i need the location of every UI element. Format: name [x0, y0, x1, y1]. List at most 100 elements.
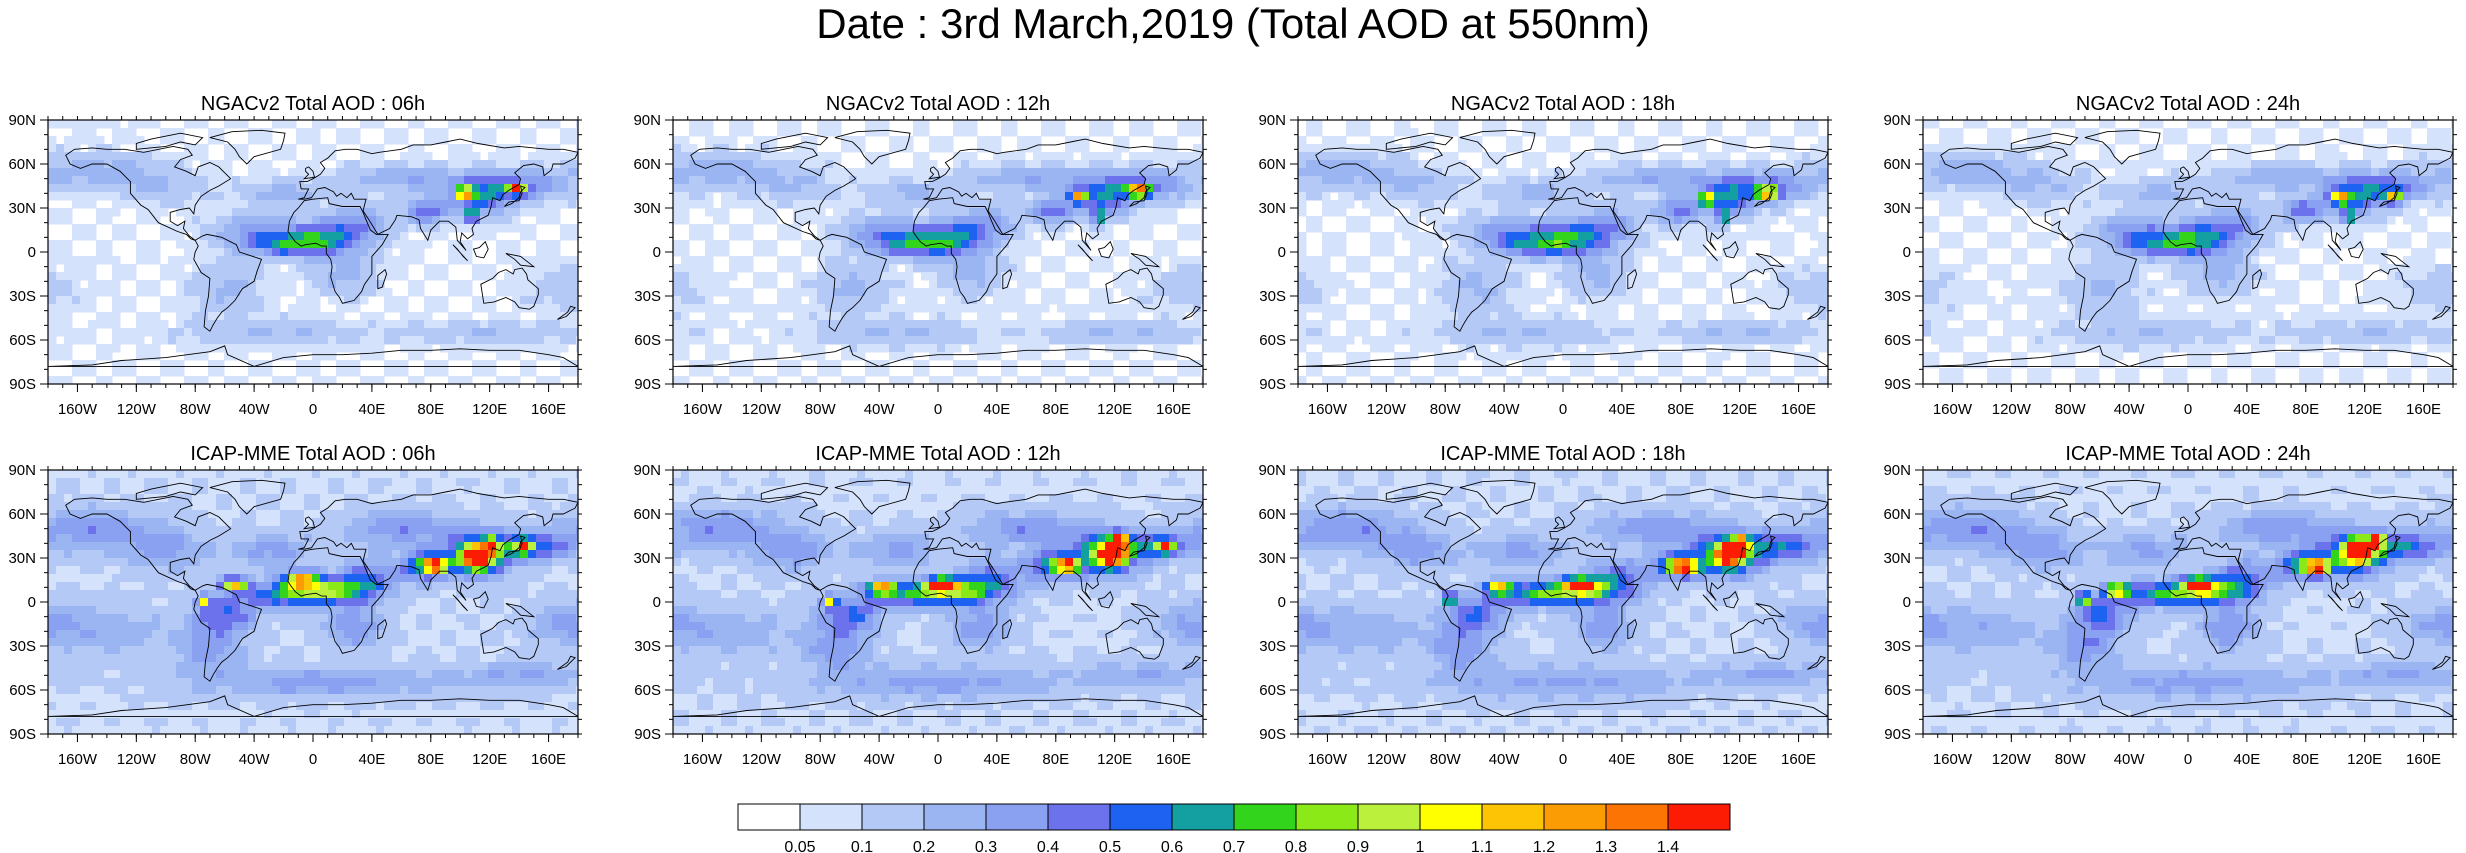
aod-field — [1298, 120, 1828, 384]
colorbar-swatch — [1233, 803, 1297, 831]
lat-tick-label: 30S — [634, 288, 661, 305]
lon-tick-label: 40E — [984, 401, 1011, 418]
lon-tick-label: 80E — [1042, 751, 1069, 768]
lon-tick-label: 120E — [472, 751, 507, 768]
colorbar-swatch — [1109, 803, 1173, 831]
panel-title: ICAP-MME Total AOD : 12h — [815, 443, 1060, 465]
map-panel: NGACv2 Total AOD : 06h 90N 60N 30N 0 30S 60S 90… — [8, 93, 582, 418]
colorbar-label: 0.1 — [851, 839, 873, 853]
lat-tick-label: 60N — [1258, 506, 1286, 523]
lon-tick-label: 40W — [1489, 751, 1521, 768]
lon-tick-label: 120E — [1722, 401, 1757, 418]
lon-tick-label: 160W — [683, 401, 723, 418]
panel-title: ICAP-MME Total AOD : 06h — [190, 443, 435, 465]
lat-tick-label: 60S — [1259, 332, 1286, 349]
colorbar-label: 0.6 — [1161, 839, 1183, 853]
aod-field — [48, 470, 578, 734]
lat-tick-label: 90S — [9, 376, 36, 393]
colorbar-swatch — [799, 803, 863, 831]
lat-tick-label: 60N — [633, 506, 661, 523]
panel-title: ICAP-MME Total AOD : 24h — [2065, 443, 2310, 465]
lon-tick-label: 160E — [1156, 401, 1191, 418]
lon-tick-label: 120W — [1992, 751, 2032, 768]
lat-tick-label: 90N — [633, 112, 661, 129]
coastlines — [673, 479, 1203, 717]
colorbar-swatch — [985, 803, 1049, 831]
lon-tick-label: 40W — [2114, 401, 2146, 418]
lat-tick-label: 60S — [634, 682, 661, 699]
map-panel: ICAP-MME Total AOD : 12h 90N 60N 30N 0 30S 60S… — [633, 443, 1207, 768]
lon-tick-label: 160W — [683, 751, 723, 768]
aod-field — [673, 470, 1203, 734]
lon-tick-label: 160W — [58, 401, 98, 418]
colorbar-swatch — [1667, 803, 1731, 831]
lon-tick-label: 120E — [472, 401, 507, 418]
colorbar-swatch — [1419, 803, 1483, 831]
lon-tick-label: 120W — [1367, 751, 1407, 768]
map-panel: ICAP-MME Total AOD : 06h 90N 60N 30N 0 30S 60S… — [8, 443, 582, 768]
lat-tick-label: 60S — [634, 332, 661, 349]
map-panel: ICAP-MME Total AOD : 24h 90N 60N 30N 0 30S 60S… — [1883, 443, 2457, 768]
lon-tick-label: 160E — [531, 401, 566, 418]
lon-tick-label: 120W — [117, 751, 157, 768]
lon-tick-label: 120W — [117, 401, 157, 418]
colorbar-swatch — [737, 803, 801, 831]
lon-tick-label: 0 — [1559, 401, 1567, 418]
lat-tick-label: 60N — [633, 156, 661, 173]
lon-tick-label: 80E — [417, 751, 444, 768]
lon-tick-label: 40E — [2234, 751, 2261, 768]
lat-tick-label: 90N — [1258, 112, 1286, 129]
lat-tick-label: 60S — [1884, 332, 1911, 349]
coastlines — [673, 129, 1203, 367]
lat-tick-label: 0 — [1903, 594, 1911, 611]
map-panel: NGACv2 Total AOD : 18h 90N 60N 30N 0 30S 60S 90… — [1258, 93, 1832, 418]
lat-tick-label: 60S — [9, 332, 36, 349]
lon-tick-label: 0 — [309, 401, 317, 418]
lon-tick-label: 120W — [742, 751, 782, 768]
lat-tick-label: 0 — [1903, 244, 1911, 261]
colorbar-swatch — [861, 803, 925, 831]
lon-tick-label: 160E — [1781, 751, 1816, 768]
lat-tick-label: 60N — [1258, 156, 1286, 173]
lat-tick-label: 60N — [8, 506, 36, 523]
lon-tick-label: 80E — [417, 401, 444, 418]
lat-tick-label: 90S — [9, 726, 36, 743]
coastlines — [1298, 479, 1828, 717]
lat-tick-label: 30N — [8, 550, 36, 567]
lon-tick-label: 40W — [2114, 751, 2146, 768]
lon-tick-label: 40E — [359, 751, 386, 768]
lon-tick-label: 120E — [2347, 751, 2382, 768]
lat-tick-label: 60S — [1259, 682, 1286, 699]
colorbar-label: 0.7 — [1223, 839, 1245, 853]
lon-tick-label: 0 — [309, 751, 317, 768]
lat-tick-label: 30N — [1883, 200, 1911, 217]
lon-tick-label: 40E — [2234, 401, 2261, 418]
lat-tick-label: 30S — [1259, 288, 1286, 305]
lon-tick-label: 80E — [1042, 401, 1069, 418]
panel-title: NGACv2 Total AOD : 24h — [2076, 93, 2300, 115]
lat-tick-label: 30S — [1259, 638, 1286, 655]
lat-tick-label: 30N — [633, 550, 661, 567]
lon-tick-label: 80W — [2055, 751, 2087, 768]
lon-tick-label: 160W — [1308, 751, 1348, 768]
lon-tick-label: 40W — [239, 751, 271, 768]
lon-tick-label: 80E — [2292, 401, 2319, 418]
lon-tick-label: 160E — [531, 751, 566, 768]
map-panel: NGACv2 Total AOD : 24h 90N 60N 30N 0 30S 60S 90… — [1883, 93, 2457, 418]
lat-tick-label: 30S — [9, 288, 36, 305]
lon-tick-label: 0 — [934, 401, 942, 418]
lon-tick-label: 80W — [805, 751, 837, 768]
lat-tick-label: 90S — [1884, 376, 1911, 393]
lon-tick-label: 160W — [58, 751, 98, 768]
lat-tick-label: 90N — [8, 112, 36, 129]
lon-tick-label: 160W — [1933, 401, 1973, 418]
lon-tick-label: 40E — [984, 751, 1011, 768]
lat-tick-label: 60S — [9, 682, 36, 699]
lat-tick-label: 30S — [1884, 288, 1911, 305]
lon-tick-label: 0 — [934, 751, 942, 768]
colorbar-label: 0.3 — [975, 839, 997, 853]
lat-tick-label: 90S — [1259, 726, 1286, 743]
lon-tick-label: 80W — [180, 751, 212, 768]
lon-tick-label: 160E — [2406, 751, 2441, 768]
